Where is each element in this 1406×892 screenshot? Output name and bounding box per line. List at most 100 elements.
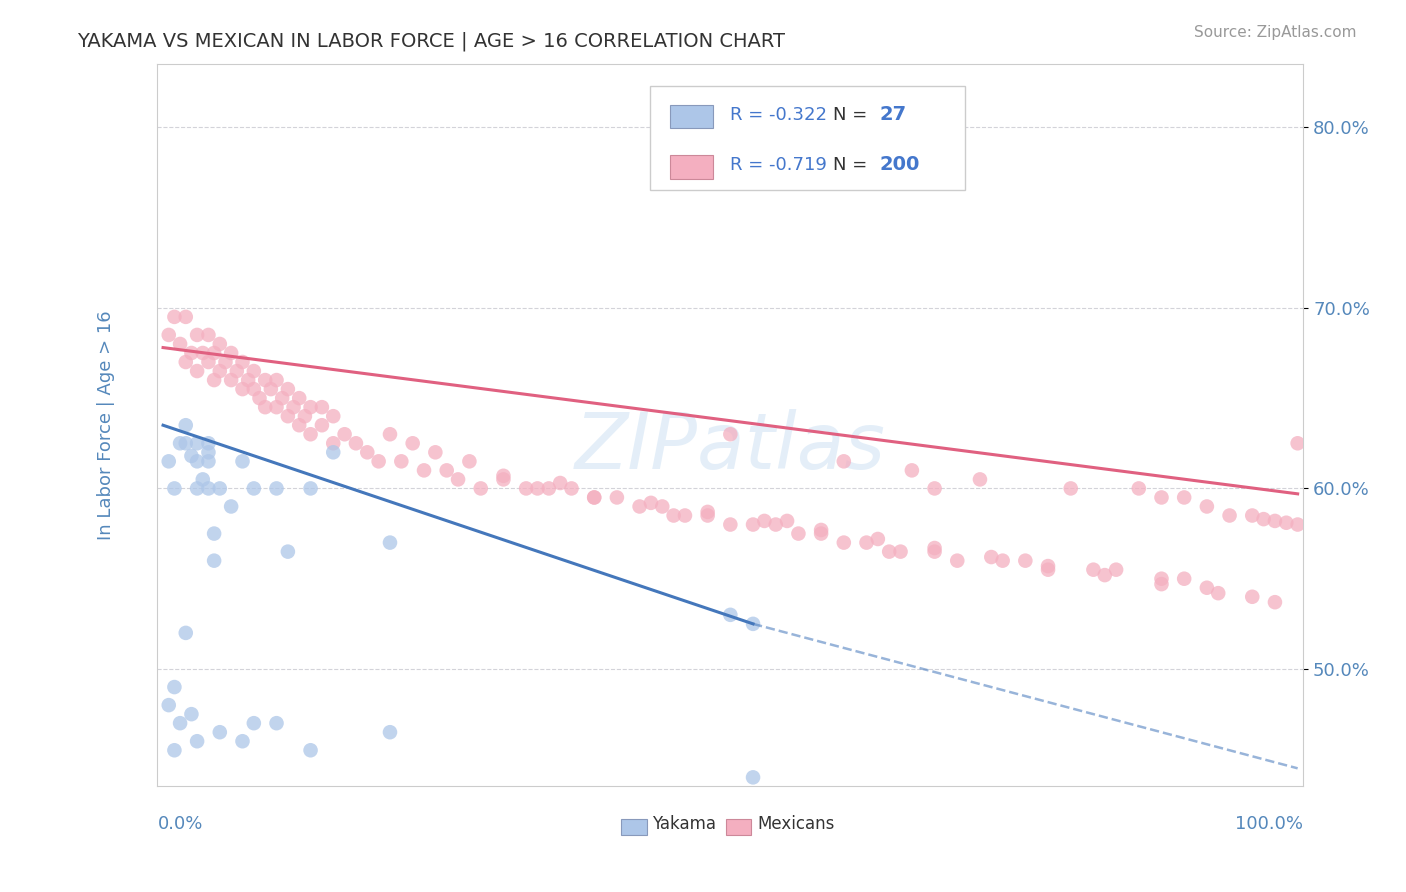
Point [186, 364, 208, 378]
Point [174, 436, 197, 450]
Point [991, 554, 1014, 568]
Point [742, 616, 765, 631]
Point [402, 436, 425, 450]
Point [299, 400, 322, 414]
Point [515, 482, 537, 496]
Point [1014, 554, 1036, 568]
Point [696, 505, 718, 519]
Point [163, 743, 186, 757]
Point [877, 544, 900, 558]
Point [202, 346, 225, 360]
Point [197, 327, 219, 342]
Point [157, 454, 180, 468]
Point [1094, 568, 1116, 582]
Point [174, 418, 197, 433]
Point [186, 734, 208, 748]
Point [157, 327, 180, 342]
Text: 200: 200 [879, 155, 920, 175]
Point [765, 517, 787, 532]
Point [378, 427, 401, 442]
Point [1219, 508, 1241, 523]
Text: Mexicans: Mexicans [758, 815, 835, 833]
Point [169, 716, 191, 731]
Point [225, 364, 247, 378]
Point [174, 626, 197, 640]
Point [1286, 436, 1309, 450]
Point [243, 482, 266, 496]
Point [260, 382, 283, 396]
Point [1275, 516, 1298, 530]
Point [628, 500, 651, 514]
Text: R = -0.322: R = -0.322 [730, 105, 827, 124]
Text: N =: N = [834, 105, 868, 124]
Point [197, 445, 219, 459]
Point [413, 463, 436, 477]
FancyBboxPatch shape [669, 105, 713, 128]
Text: ZIPatlas: ZIPatlas [575, 409, 886, 485]
Bar [725, 819, 751, 835]
Text: In Labor Force | Age > 16: In Labor Force | Age > 16 [97, 310, 115, 540]
Point [163, 680, 186, 694]
Point [180, 707, 202, 722]
Point [673, 508, 696, 523]
Point [855, 535, 877, 549]
Point [662, 508, 685, 523]
Point [924, 544, 946, 558]
Point [1241, 508, 1264, 523]
Point [277, 382, 299, 396]
Point [197, 436, 219, 450]
Point [696, 508, 718, 523]
Point [901, 463, 924, 477]
Point [1195, 500, 1218, 514]
Point [718, 517, 741, 532]
Point [980, 549, 1002, 564]
Point [889, 544, 911, 558]
Point [311, 418, 333, 433]
Point [322, 436, 344, 450]
Text: N =: N = [834, 156, 868, 174]
Point [1150, 491, 1173, 505]
Point [219, 500, 242, 514]
Point [169, 436, 191, 450]
Text: Yakama: Yakama [652, 815, 717, 833]
Point [924, 541, 946, 555]
Point [231, 734, 253, 748]
Point [254, 373, 277, 387]
Point [266, 373, 288, 387]
Text: 27: 27 [879, 105, 907, 124]
Point [1206, 586, 1229, 600]
Point [197, 482, 219, 496]
Point [1150, 572, 1173, 586]
Point [299, 427, 322, 442]
Point [243, 364, 266, 378]
Point [266, 716, 288, 731]
Point [718, 427, 741, 442]
Point [219, 373, 242, 387]
Point [810, 526, 832, 541]
Point [208, 725, 231, 739]
Point [378, 535, 401, 549]
Point [322, 409, 344, 424]
Point [254, 400, 277, 414]
Point [378, 725, 401, 739]
Point [157, 698, 180, 712]
Point [640, 496, 662, 510]
Point [946, 554, 969, 568]
Point [202, 554, 225, 568]
Point [202, 526, 225, 541]
Point [924, 482, 946, 496]
Point [470, 482, 492, 496]
Point [202, 373, 225, 387]
Point [231, 355, 253, 369]
Point [163, 310, 186, 324]
Point [832, 535, 855, 549]
Point [583, 491, 606, 505]
Point [492, 468, 515, 483]
Point [492, 472, 515, 486]
Point [810, 523, 832, 537]
Point [277, 544, 299, 558]
Point [742, 517, 765, 532]
Point [208, 364, 231, 378]
Point [322, 445, 344, 459]
Point [191, 472, 214, 486]
